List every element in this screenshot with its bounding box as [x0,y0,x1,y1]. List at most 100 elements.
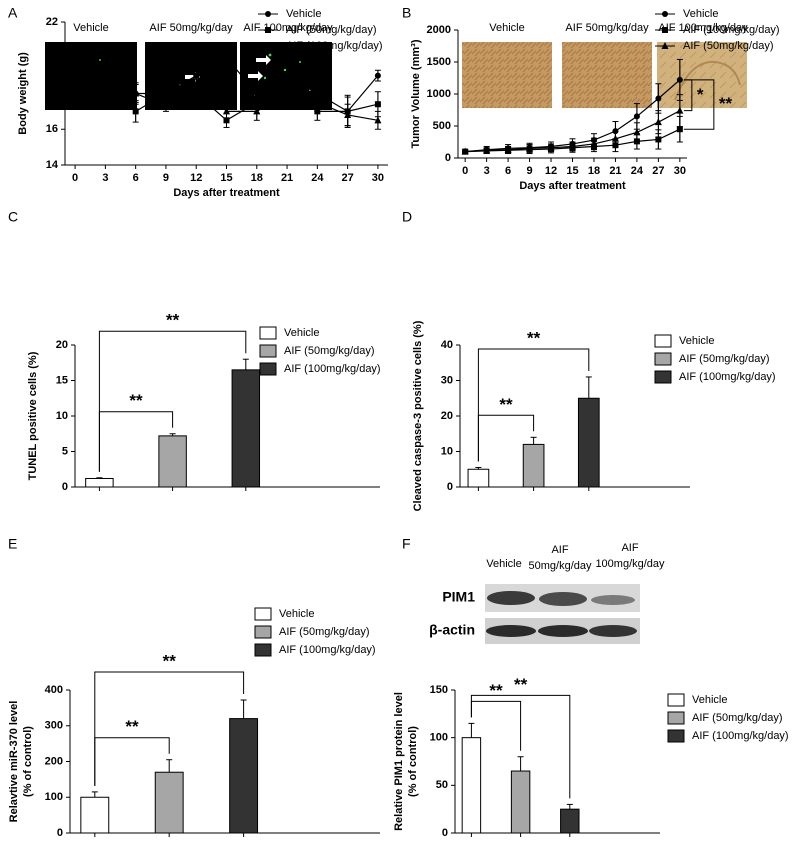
x-tick-label: 6 [505,165,511,177]
x-tick-label: 9 [527,165,533,177]
y-tick-label: 5 [62,445,68,457]
legend-swatch [667,711,685,725]
y-axis-title: (% of control) [407,726,419,797]
x-tick-label: 0 [72,172,78,184]
marker [264,42,272,49]
marker [374,72,381,79]
marker [590,139,598,147]
significance-label: ** [514,675,528,694]
legend-swatch [654,370,672,384]
y-tick-label: 50 [436,779,448,791]
x-tick-label: 21 [281,172,293,184]
marker [192,71,200,79]
image-label: AIF [551,544,568,556]
marker [132,89,140,97]
y-tick-label: 0 [447,481,453,493]
y-axis-title: Tumor Volume (mm³) [410,39,422,148]
significance-label: ** [527,328,541,347]
bar [560,808,580,834]
image-label: Vehicle [489,22,524,34]
bar [158,435,187,488]
bar [231,369,261,488]
marker [676,76,683,83]
y-tick-label: 15 [56,374,68,386]
marker [655,95,662,102]
marker [504,145,512,153]
y-tick-label: 20 [441,410,453,422]
panel-label: E [8,536,17,552]
significance-bracket [470,694,571,799]
panel-label: F [402,536,411,552]
y-tick-label: 0 [62,481,68,493]
x-tick-label: 9 [163,172,169,184]
marker [655,136,662,143]
x-tick-label: 30 [674,165,686,177]
y-tick-label: 1500 [427,56,451,68]
marker [374,116,382,124]
significance-label: ** [125,717,139,736]
marker [265,11,271,17]
significance-bracket [94,671,245,786]
blot-label: β-actin [429,622,475,638]
y-tick-label: 40 [441,339,453,351]
image-label: AIF 50mg/kg/day [149,22,233,34]
legend-swatch [254,643,272,657]
legend-swatch [254,607,272,621]
western-blot [485,584,640,644]
image-label: Vehicle [73,22,108,34]
image-label: 50mg/kg/day [529,560,592,572]
legend-swatch [654,334,672,348]
y-tick-label: 0 [445,152,451,164]
legend-label: AIF (50mg/kg/day) [683,40,773,52]
bar [154,771,184,834]
marker [547,143,555,151]
significance-label: ** [719,94,733,113]
marker [344,110,352,118]
marker [654,118,662,126]
y-tick-label: 10 [56,410,68,422]
x-tick-label: 27 [652,165,664,177]
y-tick-label: 100 [430,732,448,744]
x-tick-label: 12 [545,165,557,177]
marker [71,89,79,97]
marker [101,84,109,92]
significance-label: ** [166,311,180,330]
legend-label: Vehicle [692,694,727,706]
legend-swatch [259,344,277,358]
x-tick-label: 6 [133,172,139,184]
marker [193,90,200,97]
legend-swatch [254,625,272,639]
marker [661,42,669,49]
x-tick-label: 24 [631,165,644,177]
bar [510,770,531,834]
y-tick-label: 400 [45,684,63,696]
y-tick-label: 0 [442,827,448,839]
legend-label: Vehicle [679,335,714,347]
panel-label: C [8,209,18,225]
y-tick-label: 16 [46,123,58,135]
legend-label: AIF (50mg/kg/day) [692,712,782,724]
marker [526,144,534,152]
x-tick-label: 21 [609,165,621,177]
panel-label: A [8,5,18,21]
y-tick-label: 500 [433,120,451,132]
x-tick-label: 27 [342,172,354,184]
legend-label: AIF (100mg/kg/day) [692,730,789,742]
marker [132,108,139,115]
marker [162,90,169,97]
legend-label: AIF (50mg/kg/day) [279,626,369,638]
image-label: 100mg/kg/day [595,558,665,570]
y-tick-label: 22 [46,16,58,28]
y-tick-label: 1000 [427,88,451,100]
bar [80,796,110,834]
bar [467,468,490,488]
y-tick-label: 150 [430,684,448,696]
significance-bracket [683,79,715,130]
y-axis-title: Body weight (g) [17,52,29,135]
significance-label: ** [489,681,503,700]
y-axis-title: (% of control) [22,726,34,797]
legend-label: AIF (100mg/kg/day) [279,644,376,656]
marker [633,128,641,136]
marker [313,98,321,106]
